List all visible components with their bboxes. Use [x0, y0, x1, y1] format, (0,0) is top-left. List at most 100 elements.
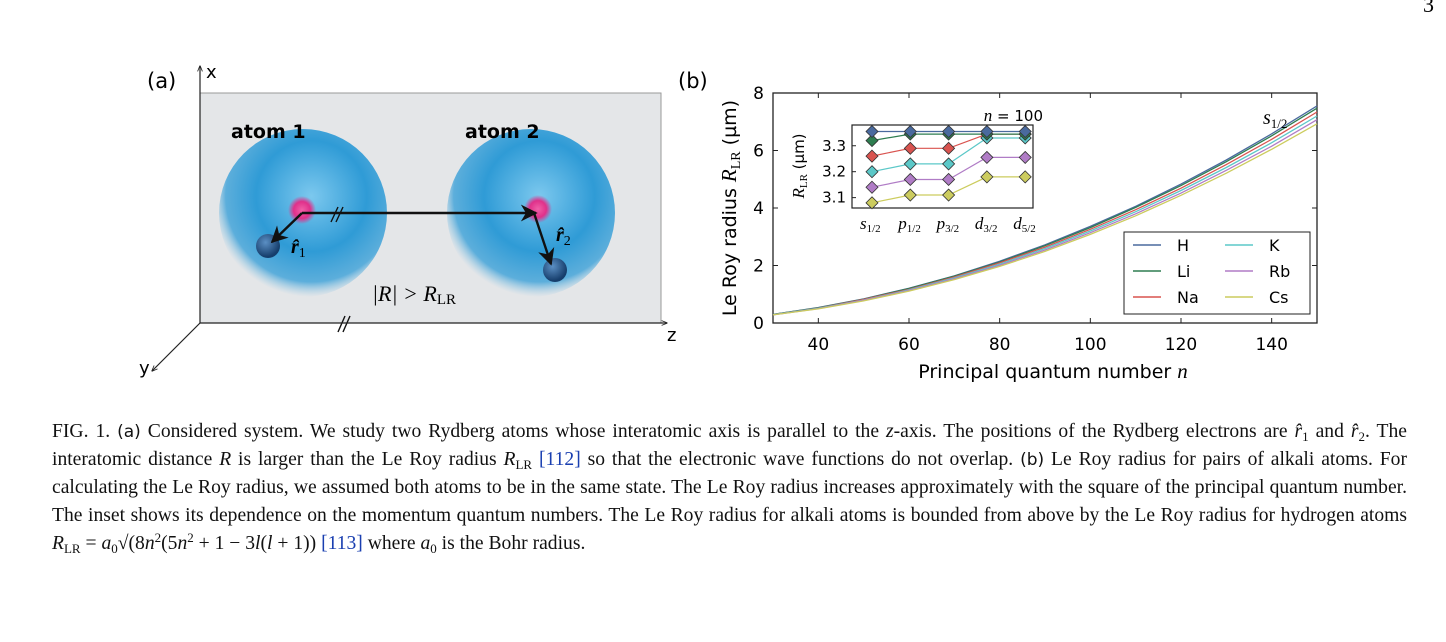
caption-segment: √(8: [117, 533, 145, 554]
caption-segment: l: [267, 533, 273, 554]
caption-segment: =: [80, 533, 102, 554]
caption-segment: where: [362, 533, 421, 554]
caption-segment: 2: [187, 530, 194, 545]
caption-segment: 1: [1302, 429, 1309, 444]
caption-segment: LR: [63, 541, 81, 556]
caption-segment: r̂: [1294, 421, 1303, 442]
y-tick-label: 4: [753, 199, 764, 219]
inset-marker-rb: [865, 180, 879, 194]
nucleus-2: [524, 195, 552, 223]
x-tick-label: 120: [1165, 335, 1197, 355]
x-axis-title: Principal quantum number n: [918, 359, 1188, 383]
x-tick-label: 140: [1255, 335, 1287, 355]
legend-label-k: K: [1269, 236, 1280, 255]
main-chart: 40 60 80 100 120 140 0 2 4 6 8 s1/2 Principal quan…: [717, 84, 1318, 383]
inset-x-tick-label: p3/2: [936, 214, 960, 235]
inset-y-axis-title: RLR (µm): [789, 133, 810, 199]
inset-title: n = 100: [984, 106, 1043, 125]
caption-segment: 0: [430, 541, 437, 556]
inset-marker-rb: [1018, 150, 1032, 164]
caption-segment: a: [101, 533, 112, 554]
inset-x-tick-label: s1/2: [860, 214, 881, 235]
panel-b: (b) 40 60 80 100 120 140 0 2 4 6 8 s1/2 Principal …: [678, 69, 1318, 383]
y-tick-label: 2: [753, 257, 764, 277]
caption-segment: is the Bohr radius.: [436, 533, 586, 554]
caption-segment: R: [503, 449, 516, 470]
caption-segment: Le Roy radius for pairs of alkali atoms.…: [52, 449, 1407, 526]
inset-marker-k: [865, 165, 879, 179]
inset-y-tick-label: 3.1: [822, 189, 846, 207]
caption-segment: + 1)): [272, 533, 317, 554]
caption-segment: l: [255, 533, 261, 554]
y-axis-label: y: [139, 358, 150, 379]
nucleus-1: [288, 196, 316, 224]
axis-break-mark-icon: [330, 206, 344, 223]
caption-segment: [532, 449, 539, 470]
caption-segment: -axis. The positions of the Rydberg elec…: [893, 421, 1295, 442]
caption-segment: (b): [1020, 450, 1045, 470]
inset-marker-rb: [942, 172, 956, 187]
legend-label-na: Na: [1177, 288, 1199, 307]
inset-x-tick-label: d3/2: [975, 214, 998, 235]
caption-segment: 2: [154, 530, 162, 545]
caption-segment: . The interatomic distance: [52, 421, 1407, 470]
y-axis: [152, 322, 201, 371]
atom-2-label: atom 2: [465, 121, 540, 143]
inset-x-tick-label: p1/2: [897, 214, 921, 235]
caption-segment: n: [177, 533, 188, 554]
y-tick-label: 0: [753, 314, 764, 334]
inset-marker-na: [942, 141, 956, 155]
inset-chart: 3.1 3.2 3.3 s1/2 p1/2 p3/2 d3/2 d5/2 n = 100 RL…: [789, 106, 1043, 235]
citation-link[interactable]: [112]: [539, 449, 581, 470]
inset-marker-rb: [980, 150, 994, 164]
x-tick-label: 100: [1074, 335, 1106, 355]
figure-caption: FIG. 1. (a) Considered system. We study …: [52, 418, 1407, 558]
panel-a: (a) atom 1 atom 2 r̂1 r̂2 |R| > RLR x z …: [139, 62, 676, 379]
z-axis-label: z: [667, 325, 676, 346]
x-tick-label: 80: [989, 335, 1011, 355]
caption-segment: FIG. 1.: [52, 421, 118, 442]
caption-segment: LR: [515, 457, 533, 472]
r1-arrow: [270, 212, 303, 244]
page-number: 3: [1423, 0, 1434, 17]
inset-marker-cs: [1018, 170, 1032, 184]
caption-segment: 0: [111, 541, 118, 556]
inset-marker-cs: [903, 188, 917, 202]
caption-segment: (a): [117, 422, 141, 442]
inset-marker-h: [903, 124, 917, 139]
inset-marker-h: [865, 124, 879, 139]
y-axis-title: Le Roy radius RLR (µm): [717, 100, 744, 316]
caption-segment: and: [1308, 421, 1351, 442]
x-axis-label: x: [206, 62, 217, 83]
r1-label: r̂1: [291, 236, 306, 261]
panel-b-label: (b): [678, 69, 708, 93]
s12-annotation: s1/2: [1263, 107, 1287, 131]
caption-segment: Considered system. We study two Rydberg …: [140, 421, 886, 442]
caption-segment: is larger than the Le Roy radius: [231, 449, 504, 470]
caption-segment: R: [219, 449, 232, 470]
caption-segment: n: [144, 533, 155, 554]
legend-label-rb: Rb: [1269, 262, 1290, 281]
caption-segment: (: [260, 533, 268, 554]
inset-marker-na: [903, 141, 917, 155]
inset-marker-na: [865, 149, 879, 163]
inset-marker-k: [942, 157, 956, 171]
inset-marker-li: [865, 133, 879, 148]
inset-x-tick-label: d5/2: [1013, 214, 1036, 235]
inset-marker-cs: [980, 170, 994, 184]
caption-segment: (5: [161, 533, 178, 554]
inset-y-tick-label: 3.2: [822, 163, 846, 181]
inset-marker-h: [1018, 124, 1032, 139]
legend-label-li: Li: [1177, 262, 1190, 281]
caption-segment: 2: [1358, 429, 1366, 444]
caption-segment: so that the electronic wave functions do…: [580, 449, 1021, 470]
inset-y-tick-label: 3.3: [822, 137, 846, 155]
r2-label: r̂2: [556, 224, 571, 249]
inset-marker-cs: [865, 196, 879, 210]
legend-label-cs: Cs: [1269, 288, 1289, 307]
r2-arrow: [532, 212, 555, 266]
x-tick-label: 60: [898, 335, 920, 355]
axis-break-mark-icon: [337, 315, 351, 333]
atom-1-label: atom 1: [231, 121, 306, 143]
citation-link[interactable]: [113]: [321, 533, 363, 554]
